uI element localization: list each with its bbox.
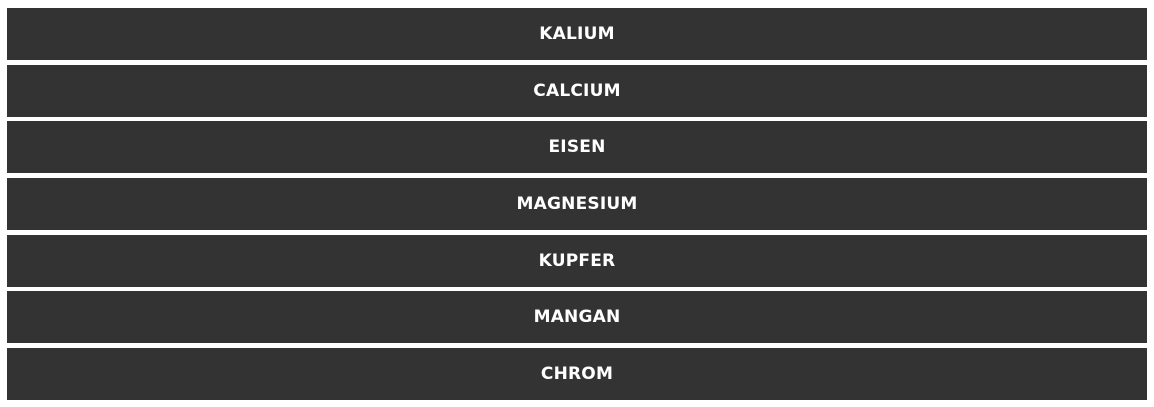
accordion-item-label: MAGNESIUM (516, 194, 638, 215)
accordion-item-magnesium[interactable]: MAGNESIUM (7, 178, 1147, 231)
accordion-item-kupfer[interactable]: KUPFER (7, 234, 1147, 287)
accordion-item-label: EISEN (548, 137, 606, 158)
accordion-item-label: CHROM (540, 364, 614, 385)
accordion-item-chrom[interactable]: CHROM (7, 348, 1147, 401)
accordion-item-label: CALCIUM (533, 80, 621, 101)
accordion-item-eisen[interactable]: EISEN (7, 121, 1147, 174)
accordion-item-mangan[interactable]: MANGAN (7, 291, 1147, 344)
accordion-item-calcium[interactable]: CALCIUM (7, 64, 1147, 117)
accordion-item-label: MANGAN (533, 307, 621, 328)
accordion-item-kalium[interactable]: KALIUM (7, 8, 1147, 60)
accordion-item-label: KUPFER (538, 250, 616, 271)
accordion-list: KALIUM CALCIUM EISEN MAGNESIUM KUPFER MA… (7, 8, 1147, 405)
accordion-item-label: KALIUM (539, 24, 615, 44)
